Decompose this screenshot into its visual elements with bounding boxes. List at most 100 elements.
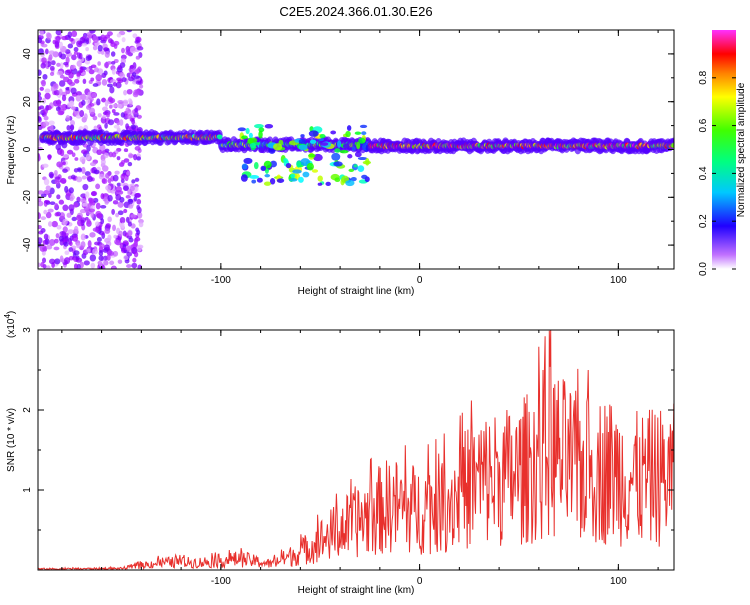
spectrogram-cell (38, 116, 42, 123)
spectrogram-cell (126, 72, 131, 78)
snr-x-ticks: -100 0 100 (61, 330, 659, 587)
spectrogram-cell (317, 182, 323, 186)
spectrogram-cell (43, 233, 49, 240)
spectrogram-cell (308, 130, 319, 137)
spectrogram-cell (320, 142, 329, 146)
spectrogram-cell (362, 160, 372, 165)
spectrogram-cell (98, 255, 104, 261)
spectrogram-cell (127, 98, 133, 103)
spectrogram-cell (92, 248, 98, 255)
spectrogram-cell (331, 152, 341, 161)
spectrogram-cell (41, 57, 47, 64)
spectrogram-cell (292, 169, 302, 174)
spectrogram-cell (55, 233, 60, 239)
spectrogram-cell (100, 97, 107, 103)
spectrogram-cell (73, 145, 80, 151)
spectrogram-cell (127, 230, 133, 237)
spectrogram-cell (264, 123, 274, 129)
spectrogram-cell (135, 192, 142, 198)
spectrogram-cell (90, 77, 95, 82)
spectrogram-cell (58, 41, 64, 49)
spectrogram-cell (116, 182, 122, 187)
spectrogram-y-label: Frequency (Hz) (6, 116, 17, 185)
spectrogram-cell (40, 62, 46, 69)
spectrogram-cell (107, 250, 115, 256)
spectrogram-cell (49, 201, 56, 206)
spectrogram-cell (117, 79, 124, 84)
spectrogram-cell (359, 124, 368, 129)
spectrogram-cell (342, 143, 350, 149)
spectrogram-cell (81, 166, 86, 174)
spectrogram-cell (38, 237, 43, 244)
spectrogram-cell (249, 175, 260, 179)
spectrogram-cell (74, 157, 79, 161)
spectrogram-cell (86, 144, 91, 152)
spectrogram-cell (70, 87, 77, 95)
spectrogram-cell (41, 43, 48, 48)
spectrogram-cell (59, 74, 65, 79)
spectrogram-cell (357, 156, 368, 161)
spectrogram-cell (56, 161, 63, 168)
spectrogram-cell (128, 204, 134, 209)
spectrogram-cell (82, 202, 88, 207)
spectrogram-cell (88, 69, 95, 75)
spectrogram-cell (353, 164, 358, 168)
spectrogram-cell (44, 238, 50, 245)
spectrogram-cell (69, 197, 74, 202)
spectrogram-cell (122, 101, 129, 107)
spectrogram-cell (296, 160, 302, 168)
spectrogram-cell (100, 158, 106, 166)
spectrogram-cell (58, 199, 65, 205)
spectrogram-cell (38, 190, 44, 195)
colorbar-tick-label: 0.8 (698, 70, 709, 84)
spectrogram-cell (130, 214, 137, 218)
spectrogram-cell (73, 225, 79, 234)
spectrogram-cell (300, 134, 305, 138)
spectrogram-cell (75, 91, 82, 96)
spectrogram-cell (120, 112, 126, 118)
spectrogram-cell (101, 178, 108, 185)
spectrogram-cell (333, 161, 343, 167)
spectrogram-cell (59, 255, 64, 263)
spectrogram-cell (136, 198, 142, 205)
spectrogram-cell (243, 157, 253, 165)
figure-title: C2E5.2024.366.01.30.E26 (279, 4, 432, 19)
spectrogram-cell (112, 174, 119, 182)
spectrogram-cell (132, 257, 137, 263)
spectrogram-cell (73, 168, 79, 173)
spectrogram-cell (65, 114, 71, 121)
spectrogram-cell (76, 40, 83, 48)
spectrogram-cell (92, 45, 98, 51)
spectrogram-cell (317, 175, 323, 182)
spectrogram-cell (334, 177, 341, 183)
spectrogram-cell (81, 42, 88, 47)
spectrogram-cell (38, 200, 44, 207)
spectrogram-cell (49, 258, 56, 265)
spectrogram-cell (88, 208, 96, 213)
spectrogram-cell (64, 257, 71, 265)
spectrogram-cell (69, 120, 75, 126)
spectrogram-cell (325, 181, 331, 187)
spectrogram-cell (47, 208, 54, 213)
spectrogram-cell (95, 183, 101, 190)
spectrogram-cell (121, 77, 127, 83)
spectrogram-cell (111, 151, 117, 158)
spectrogram-cell (48, 120, 55, 126)
spectrogram-cell (76, 242, 81, 249)
spectrogram-cell (92, 83, 99, 87)
spectrogram-cell (44, 88, 51, 94)
spectrogram-cell (345, 179, 355, 187)
spectrogram-cell (85, 191, 90, 199)
spectrogram-cell (123, 89, 128, 96)
spectrogram-cell (69, 37, 74, 42)
spectrogram-cell (49, 187, 55, 195)
spectrogram-cell (117, 201, 124, 208)
spectrogram-cell (348, 168, 355, 172)
spectrogram-cell (46, 105, 52, 111)
colorbar-label: Normalized spectral amplitude (736, 82, 747, 217)
spectrogram-cell (66, 149, 74, 155)
spectrogram-cell (134, 107, 138, 113)
spectrogram-cell (79, 156, 86, 163)
spectrogram-cell (116, 120, 121, 126)
spectrogram-cell (97, 44, 103, 52)
